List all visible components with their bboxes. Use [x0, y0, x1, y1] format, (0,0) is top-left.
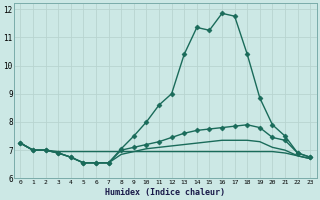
X-axis label: Humidex (Indice chaleur): Humidex (Indice chaleur): [105, 188, 225, 197]
